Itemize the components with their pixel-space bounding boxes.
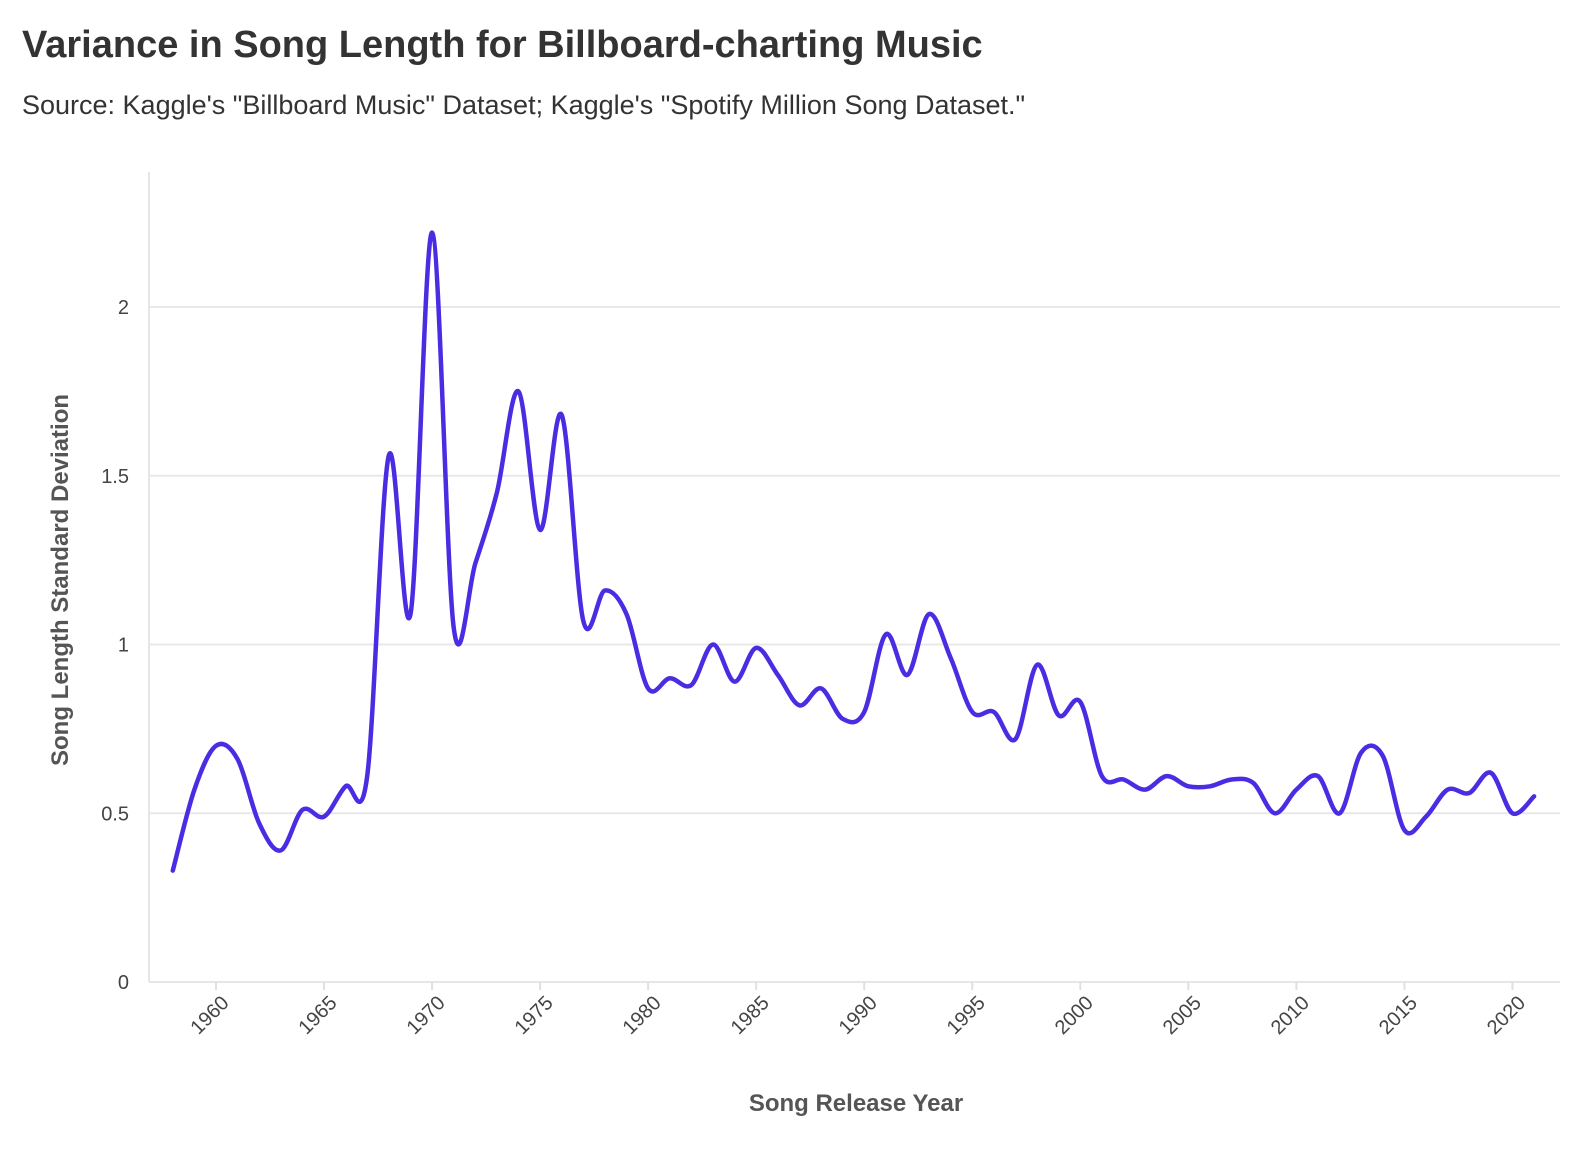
data-point bbox=[473, 562, 477, 566]
data-point bbox=[430, 231, 434, 235]
x-tick-label: 1970 bbox=[403, 992, 450, 1039]
data-point bbox=[495, 491, 499, 495]
data-point bbox=[733, 680, 737, 684]
data-point bbox=[1273, 811, 1277, 815]
data-point bbox=[171, 869, 175, 873]
data-point bbox=[1381, 754, 1385, 758]
data-point bbox=[1078, 700, 1082, 704]
data-point bbox=[841, 717, 845, 721]
data-point bbox=[1013, 737, 1017, 741]
data-point bbox=[776, 673, 780, 677]
data-point bbox=[408, 612, 412, 616]
x-tick-label: 1995 bbox=[943, 992, 990, 1039]
x-tick-label: 2000 bbox=[1051, 992, 1098, 1039]
data-point bbox=[581, 619, 585, 623]
data-point bbox=[1424, 815, 1428, 819]
data-point bbox=[1467, 791, 1471, 795]
gridlines bbox=[149, 306, 1560, 815]
data-point bbox=[300, 808, 304, 812]
data-point bbox=[1122, 778, 1126, 782]
data-point bbox=[1359, 751, 1363, 755]
data-point bbox=[862, 710, 866, 714]
data-point bbox=[949, 656, 953, 660]
x-tick-label: 1985 bbox=[727, 992, 774, 1039]
data-point bbox=[1186, 784, 1190, 788]
x-tick-label: 1960 bbox=[186, 992, 233, 1039]
data-point bbox=[279, 848, 283, 852]
x-tick-label: 2005 bbox=[1159, 992, 1206, 1039]
data-point bbox=[236, 757, 240, 761]
data-point bbox=[1338, 811, 1342, 815]
data-point bbox=[1251, 781, 1255, 785]
data-point bbox=[1100, 774, 1104, 778]
data-point bbox=[884, 632, 888, 636]
data-point bbox=[452, 626, 456, 630]
x-axis-title: Song Release Year bbox=[749, 1090, 963, 1117]
series-layer bbox=[170, 230, 1537, 873]
chart-title: Variance in Song Length for Billboard-ch… bbox=[22, 24, 983, 66]
data-point bbox=[689, 683, 693, 687]
data-point bbox=[1316, 774, 1320, 778]
data-point bbox=[560, 413, 564, 417]
data-point bbox=[344, 784, 348, 788]
data-point bbox=[970, 710, 974, 714]
x-tick-label: 1980 bbox=[619, 992, 666, 1039]
y-tick-labels: 0 0.5 1 1.5 2 bbox=[101, 297, 129, 994]
series-line bbox=[170, 230, 1537, 873]
data-point bbox=[1510, 811, 1514, 815]
y-tick-label: 0 bbox=[118, 972, 129, 994]
x-tick-label: 1990 bbox=[835, 992, 882, 1039]
data-point bbox=[257, 821, 261, 825]
data-point bbox=[1035, 663, 1039, 667]
chart-subtitle: Source: Kaggle's "Billboard Music" Datas… bbox=[22, 90, 1026, 120]
y-tick-label: 1 bbox=[118, 635, 129, 657]
x-tick-labels: 1960 1965 1970 1975 1980 1985 1990 1995 2000 2005… bbox=[186, 992, 1530, 1039]
data-point bbox=[1294, 788, 1298, 792]
data-point bbox=[516, 389, 520, 393]
x-tick-label: 1975 bbox=[511, 992, 558, 1039]
data-point bbox=[603, 589, 607, 593]
axes bbox=[148, 172, 1560, 990]
data-point bbox=[1143, 788, 1147, 792]
x-tick-label: 2010 bbox=[1267, 992, 1314, 1039]
data-point bbox=[1208, 784, 1212, 788]
data-point bbox=[1489, 771, 1493, 775]
data-point bbox=[214, 744, 218, 748]
data-point bbox=[711, 643, 715, 647]
data-point bbox=[322, 815, 326, 819]
data-point bbox=[538, 528, 542, 532]
x-tick-label: 2020 bbox=[1483, 992, 1530, 1039]
y-axis-title: Song Length Standard Deviation bbox=[47, 394, 74, 766]
data-point bbox=[387, 454, 391, 458]
data-point bbox=[927, 612, 931, 616]
y-tick-label: 1.5 bbox=[101, 466, 129, 488]
data-point bbox=[192, 788, 196, 792]
data-point bbox=[992, 710, 996, 714]
data-point bbox=[819, 686, 823, 690]
data-point bbox=[1057, 713, 1061, 717]
data-point bbox=[668, 676, 672, 680]
data-point bbox=[365, 774, 369, 778]
data-point bbox=[754, 646, 758, 650]
data-point bbox=[797, 703, 801, 707]
x-tick-label: 2015 bbox=[1375, 992, 1422, 1039]
data-point bbox=[1165, 774, 1169, 778]
y-tick-label: 0.5 bbox=[101, 803, 129, 825]
data-point bbox=[1532, 794, 1536, 798]
data-point bbox=[646, 686, 650, 690]
data-point bbox=[1446, 788, 1450, 792]
data-point bbox=[1230, 778, 1234, 782]
x-tick-label: 1965 bbox=[295, 992, 342, 1039]
data-point bbox=[625, 612, 629, 616]
data-point bbox=[905, 673, 909, 677]
data-point bbox=[1402, 828, 1406, 832]
y-tick-label: 2 bbox=[118, 297, 129, 319]
